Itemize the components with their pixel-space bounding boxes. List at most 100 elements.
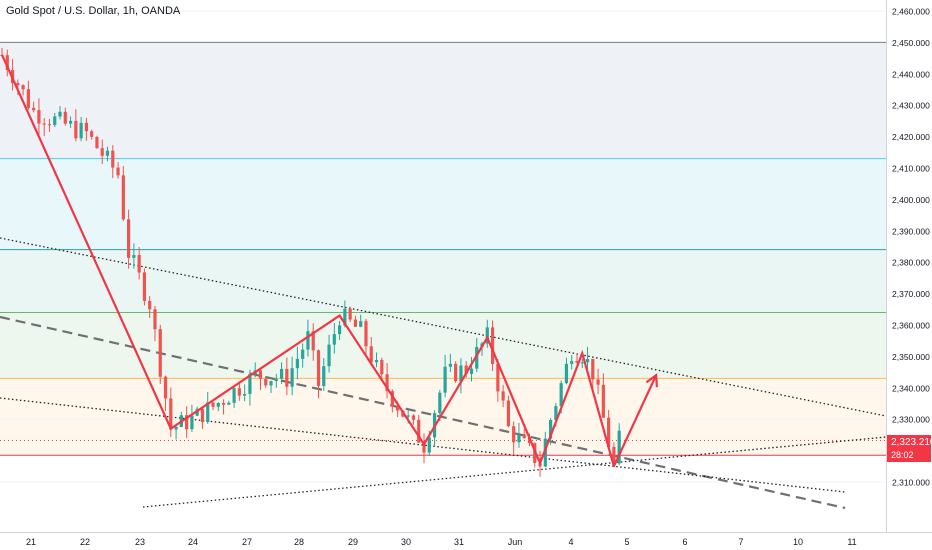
y-tick-label: 2,410.000: [892, 164, 930, 174]
candle-up: [190, 415, 194, 430]
x-tick-label: 21: [26, 537, 36, 547]
x-tick-label: 11: [847, 537, 856, 547]
candle-down: [522, 434, 526, 438]
candle-up: [332, 334, 336, 345]
y-tick-label: 2,460.000: [892, 7, 930, 17]
candle-up: [174, 426, 178, 430]
x-tick-label: 24: [188, 537, 198, 547]
candle-down: [464, 365, 468, 374]
candle-down: [575, 361, 579, 363]
candle-up: [469, 368, 474, 374]
x-tick-label: 28: [294, 537, 304, 547]
x-tick-label: 31: [454, 537, 464, 547]
candle-down: [200, 408, 205, 423]
candle-down: [396, 406, 400, 411]
current-price-label: 2,323.210 28:02: [887, 434, 932, 462]
candle-up: [53, 116, 57, 125]
candle-up: [269, 381, 273, 386]
candle-down: [121, 175, 125, 220]
candle-down: [596, 379, 600, 385]
candle-up: [279, 368, 284, 379]
candle-down: [137, 255, 141, 273]
x-tick-label: 4: [568, 537, 573, 547]
candle-down: [84, 122, 88, 132]
candle-down: [348, 308, 352, 320]
candle-down: [417, 419, 421, 443]
wave-pattern[interactable]: [0, 54, 615, 467]
candle-down: [385, 374, 389, 392]
y-tick-label: 2,310.000: [892, 478, 930, 488]
upper-trendline[interactable]: [0, 237, 887, 417]
level-zone: [0, 42, 886, 159]
candle-up: [459, 365, 463, 382]
candle-up: [617, 430, 621, 464]
candle-down: [411, 415, 416, 420]
projection-arrow[interactable]: [612, 374, 658, 467]
candle-up: [448, 363, 452, 367]
candle-up: [438, 392, 442, 414]
candle-up: [79, 122, 83, 139]
candle-down: [353, 319, 358, 327]
candle-down: [163, 376, 168, 399]
candle-down: [512, 426, 516, 443]
candle-down: [490, 327, 495, 364]
support-trendline[interactable]: [142, 436, 887, 508]
candle-down: [16, 83, 20, 86]
candle-up: [343, 308, 347, 326]
candle-down: [258, 370, 263, 379]
candle-up: [443, 366, 447, 393]
candle-down: [285, 368, 289, 387]
candle-down: [237, 388, 241, 396]
candle-down: [211, 402, 215, 407]
candle-down: [111, 150, 115, 168]
candle-down: [612, 446, 616, 464]
x-tick-label: 10: [793, 537, 803, 547]
y-tick-label: 2,330.000: [892, 415, 930, 425]
bar-countdown: 28:02: [891, 449, 914, 460]
candle-down: [153, 309, 157, 330]
candle-up: [475, 346, 479, 369]
candle-down: [364, 321, 368, 347]
level-zone: [0, 312, 886, 379]
candle-up: [338, 325, 342, 335]
candle-down: [390, 391, 394, 407]
x-tick-label: 6: [682, 537, 687, 547]
candle-down: [380, 359, 384, 375]
candle-up: [564, 363, 569, 384]
symbol-title: Gold Spot / U.S. Dollar, 1h, OANDA: [6, 5, 181, 17]
candle-up: [216, 402, 220, 407]
candle-down: [21, 85, 25, 90]
projection-arrow-head: [645, 373, 658, 388]
y-tick-label: 2,370.000: [892, 289, 930, 299]
candle-down: [116, 167, 120, 176]
candle-down: [607, 417, 611, 447]
candle-up: [327, 344, 331, 367]
candle-up: [206, 402, 210, 423]
candle-up: [68, 120, 73, 124]
candle-down: [148, 300, 152, 310]
candle-down: [369, 346, 373, 363]
candle-down: [95, 136, 99, 149]
candle-down: [185, 415, 189, 430]
y-tick-label: 2,340.000: [892, 383, 930, 393]
y-tick-label: 2,430.000: [892, 101, 930, 111]
x-tick-label: 22: [80, 537, 90, 547]
x-tick-label: 7: [738, 537, 743, 547]
y-tick-label: 2,440.000: [892, 69, 930, 79]
candle-down: [454, 363, 458, 382]
candle-up: [274, 378, 278, 382]
candle-down: [506, 400, 510, 427]
candle-up: [580, 362, 584, 364]
y-tick-label: 2,420.000: [892, 132, 930, 142]
candle-down: [142, 272, 147, 301]
candle-down: [32, 107, 36, 111]
candle-down: [501, 391, 505, 401]
x-tick-label: 23: [135, 537, 145, 547]
candle-down: [591, 358, 595, 380]
candle-up: [227, 402, 231, 405]
candle-up: [517, 434, 521, 443]
candle-up: [406, 415, 410, 417]
y-tick-label: 2,390.000: [892, 226, 930, 236]
candle-down: [158, 329, 162, 377]
